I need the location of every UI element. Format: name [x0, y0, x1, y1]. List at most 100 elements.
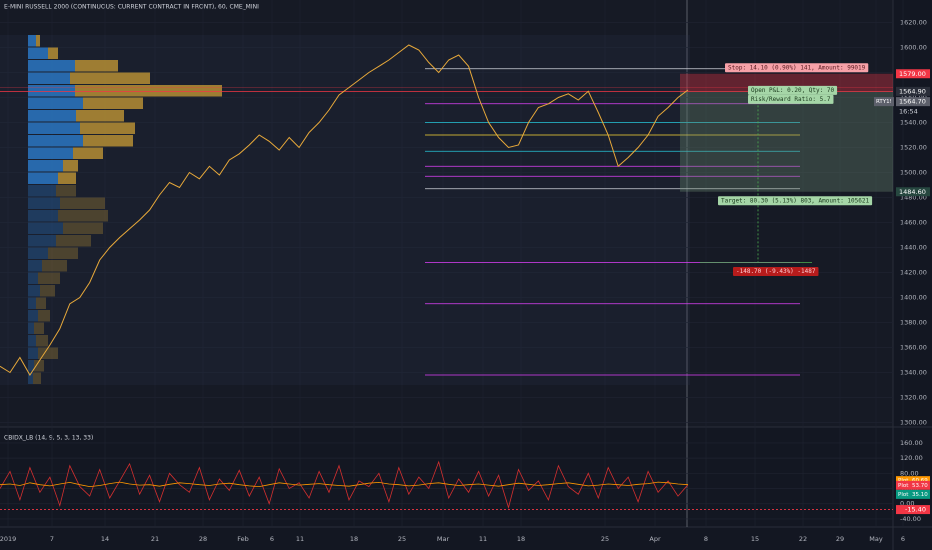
profile-up — [28, 85, 75, 97]
profile-up — [28, 72, 70, 84]
y-tick-label: 1420.00 — [900, 269, 927, 277]
y-tick-label: 1380.00 — [900, 319, 927, 327]
x-tick-label: 2019 — [0, 535, 16, 543]
price-label: 1564.90 — [899, 87, 926, 95]
x-tick-label: 8 — [704, 535, 708, 543]
profile-up — [28, 197, 60, 209]
x-tick-label: 11 — [296, 535, 304, 543]
x-tick-label: 6 — [270, 535, 274, 543]
indicator-tick-label: 0.00 — [900, 500, 914, 508]
stop-label-box — [725, 63, 869, 73]
y-tick-label: 1480.00 — [900, 194, 927, 202]
profile-down — [33, 372, 41, 384]
profile-down — [38, 272, 60, 284]
profile-up — [28, 110, 76, 122]
y-tick-label: 1540.00 — [900, 119, 927, 127]
profile-up — [28, 335, 36, 347]
profile-up — [28, 222, 63, 234]
x-tick-label: 22 — [799, 535, 807, 543]
profile-down — [36, 335, 48, 347]
profile-down — [40, 285, 55, 297]
profile-up — [28, 322, 34, 334]
profile-down — [60, 197, 105, 209]
profile-down — [56, 185, 76, 197]
x-tick-label: Mar — [437, 535, 450, 543]
profile-down — [83, 135, 133, 147]
profile-down — [38, 310, 50, 322]
y-tick-label: 1520.00 — [900, 144, 927, 152]
profile-up — [28, 210, 58, 222]
profile-down — [63, 160, 78, 172]
x-tick-label: 21 — [151, 535, 159, 543]
profile-up — [28, 160, 63, 172]
price-label: 1564.70 — [899, 98, 926, 106]
y-tick-label: 1300.00 — [900, 419, 927, 427]
profile-down — [38, 347, 58, 359]
symbol: RTY1! — [876, 99, 892, 105]
profile-down — [36, 35, 40, 47]
loss-label-box — [733, 267, 819, 276]
x-tick-label: 25 — [398, 535, 406, 543]
x-tick-label: Feb — [237, 535, 249, 543]
profile-up — [28, 97, 83, 109]
x-tick-label: 29 — [836, 535, 844, 543]
profile-up — [28, 172, 58, 184]
x-tick-label: 15 — [751, 535, 759, 543]
chart-title: E-MINI RUSSELL 2000 (CONTINUOUS: CURRENT… — [4, 4, 259, 11]
stop-label: Stop: 14.10 (0.90%) 141, Amount: 99019 — [728, 64, 866, 71]
plot-label-box — [896, 476, 930, 486]
profile-up — [28, 35, 36, 47]
x-tick-label: 11 — [479, 535, 487, 543]
profile-down — [58, 172, 76, 184]
symbol-box — [874, 97, 894, 107]
target-label: Target: 80.30 (5.13%) 803, Amount: 10562… — [721, 197, 869, 204]
profile-down — [83, 97, 143, 109]
pnl-label: Open P&L: 0.20, Qty: 70 — [751, 87, 834, 94]
indicator-tick-label: 160.00 — [900, 439, 923, 447]
profile-down — [58, 210, 108, 222]
profile-down — [73, 147, 103, 159]
profile-down — [75, 85, 222, 97]
profile-up — [28, 372, 33, 384]
target-label-box — [718, 196, 873, 206]
y-tick-label: 1600.00 — [900, 44, 927, 52]
profile-down — [42, 260, 67, 272]
profile-up — [28, 285, 40, 297]
indicator-tick-label: -40.00 — [900, 515, 921, 523]
price-label-box — [896, 187, 930, 197]
profile-up — [28, 47, 48, 59]
profile-down — [75, 60, 118, 72]
x-tick-label: 25 — [601, 535, 609, 543]
plot-label-box — [896, 480, 930, 490]
profile-down — [48, 47, 58, 59]
indicator-line — [0, 481, 689, 488]
plot-label: 53.70 — [912, 483, 928, 489]
rr-label-box — [748, 94, 834, 104]
profile-up — [28, 310, 38, 322]
x-tick-label: Apr — [649, 535, 661, 543]
x-tick-label: May — [869, 535, 883, 543]
plot-tag: Plot — [898, 492, 909, 498]
pnl-label-box — [748, 85, 838, 95]
x-tick-label: 18 — [350, 535, 358, 543]
y-tick-label: 1340.00 — [900, 369, 927, 377]
indicator-tick-label: 120.00 — [900, 454, 923, 462]
profile-down — [56, 235, 91, 247]
y-tick-label: 1620.00 — [900, 19, 927, 27]
profile-up — [28, 122, 80, 134]
profile-up — [28, 247, 48, 259]
profile-down — [76, 110, 124, 122]
profile-down — [36, 297, 46, 309]
plot-label-box — [896, 489, 930, 499]
profile-up — [28, 60, 75, 72]
y-tick-label: 1360.00 — [900, 344, 927, 352]
profile-down — [34, 322, 44, 334]
plot-tag: Plot — [898, 483, 909, 489]
price-label-box — [896, 69, 930, 79]
indicator-level-label: -15.40 — [905, 506, 926, 514]
profile-down — [48, 247, 78, 259]
profile-up — [28, 360, 34, 372]
indicator-title: CBIDX_LB (14, 9, 5, 3, 13, 33) — [4, 435, 93, 442]
price-label: 1579.00 — [899, 70, 926, 78]
